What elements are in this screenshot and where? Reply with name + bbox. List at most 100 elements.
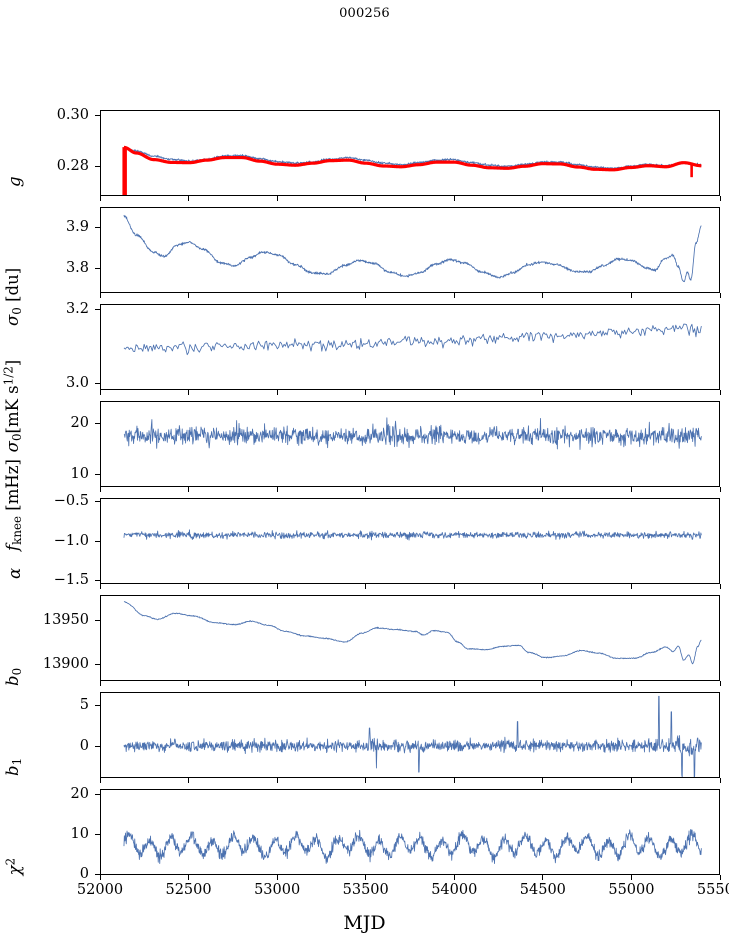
- data-line-fknee: [123, 417, 702, 450]
- ytick-b0-1: 13900: [42, 655, 89, 672]
- ylabel-sigma0-mks: σ0[mK s1/2]: [1, 359, 24, 453]
- ytick-b0-0: 13950: [42, 612, 89, 629]
- xtickmark-chi2-6: [630, 875, 633, 880]
- ylabel-g: g: [5, 176, 24, 187]
- xtick-label-3: 53500: [342, 882, 389, 898]
- xtickmark-sigma0_mks-5: [542, 390, 544, 395]
- ytickmark-sigma0_mks-1: [95, 383, 100, 385]
- xtickmark-chi2-3: [365, 875, 367, 880]
- xtickmark-sigma0_du-3: [365, 293, 367, 298]
- xtickmark-b1-6: [630, 778, 633, 783]
- ytick-sigma0_du-0: 3.9: [65, 218, 89, 235]
- xtickmark-b0-6: [630, 681, 633, 686]
- data-line-b1: [123, 695, 702, 777]
- ytickmark-b0-0: [95, 620, 100, 622]
- ytickmark-fknee-0: [95, 423, 100, 425]
- xtickmark-sigma0_mks-4: [453, 390, 455, 395]
- ytick-chi2-2: 0: [79, 866, 89, 882]
- ytickmark-alpha-1: [95, 540, 100, 542]
- ytickmark-sigma0_du-0: [95, 226, 100, 228]
- ytick-g-0: 0.30: [56, 106, 89, 123]
- xtickmark-sigma0_du-1: [188, 293, 190, 298]
- plot-panel-sigma0_du: [100, 207, 720, 293]
- xtickmark-g-4: [453, 196, 455, 201]
- ytickmark-alpha-2: [95, 579, 100, 581]
- xtickmark-alpha-1: [188, 584, 190, 589]
- xtickmark-g-6: [630, 196, 633, 201]
- xtickmark-fknee-3: [365, 487, 367, 492]
- ytick-fknee-1: 10: [70, 465, 89, 482]
- xtickmark-g-1: [188, 196, 190, 201]
- xtickmark-sigma0_du-0: [99, 293, 101, 298]
- xtickmark-chi2-5: [542, 875, 544, 880]
- xtickmark-b0-1: [188, 681, 190, 686]
- data-line-alpha: [123, 529, 702, 541]
- ytick-chi2-0: 20: [70, 786, 89, 802]
- xtickmark-b0-7: [719, 681, 721, 686]
- data-line-sigma0_du: [123, 214, 702, 283]
- xtickmark-alpha-2: [276, 584, 278, 589]
- model-line-g: [122, 145, 703, 172]
- ytickmark-b1-0: [95, 705, 100, 707]
- xtick-label-7: 55500: [696, 882, 729, 898]
- data-line-b0: [123, 601, 702, 665]
- xtickmark-fknee-1: [188, 487, 190, 492]
- ytick-sigma0_mks-1: 3.0: [65, 375, 89, 392]
- xtickmark-sigma0_mks-2: [276, 390, 278, 395]
- xtickmark-fknee-7: [719, 487, 721, 492]
- xtickmark-chi2-1: [188, 875, 190, 880]
- ytick-g-1: 0.28: [56, 157, 89, 174]
- xtickmark-b0-0: [99, 681, 101, 686]
- xtickmark-fknee-6: [630, 487, 633, 492]
- ytick-chi2-1: 10: [70, 826, 89, 842]
- ytickmark-b0-1: [95, 663, 100, 665]
- xtickmark-sigma0_mks-1: [188, 390, 190, 395]
- xtickmark-b0-2: [276, 681, 278, 686]
- ytickmark-fknee-1: [95, 473, 100, 475]
- xtickmark-sigma0_du-2: [276, 293, 278, 298]
- ytickmark-b1-1: [95, 746, 100, 748]
- ytick-sigma0_du-1: 3.8: [65, 260, 89, 276]
- ytickmark-g-0: [95, 114, 100, 116]
- ytick-b1-1: 0: [79, 738, 89, 754]
- xtickmark-b1-7: [719, 778, 721, 783]
- xtickmark-sigma0_du-7: [719, 293, 721, 298]
- xtick-label-4: 54000: [431, 882, 478, 898]
- xtickmark-g-0: [99, 196, 101, 201]
- plot-panel-b1: [100, 692, 720, 778]
- ytick-alpha-0: −0.5: [53, 493, 89, 510]
- ytickmark-sigma0_mks-0: [95, 309, 100, 311]
- plot-panel-fknee: [100, 401, 720, 487]
- xtick-label-1: 52500: [165, 882, 212, 898]
- xtickmark-alpha-4: [453, 584, 455, 589]
- xtickmark-g-3: [365, 196, 367, 201]
- xtickmark-sigma0_du-6: [630, 293, 633, 298]
- xtick-label-2: 53000: [254, 882, 301, 898]
- plot-panel-b0: [100, 595, 720, 681]
- xtickmark-b1-0: [99, 778, 101, 783]
- xtick-label-5: 54500: [519, 882, 566, 898]
- xtickmark-chi2-7: [719, 875, 721, 880]
- xtickmark-b1-4: [453, 778, 455, 783]
- xtick-label-0: 52000: [76, 882, 124, 898]
- xtickmark-b1-5: [542, 778, 544, 783]
- xtickmark-chi2-4: [453, 875, 455, 880]
- ylabel-b1: b1: [3, 757, 24, 776]
- plot-panel-sigma0_mks: [100, 304, 720, 390]
- ytick-alpha-1: −1.0: [53, 532, 89, 549]
- xtickmark-sigma0_mks-0: [99, 390, 101, 395]
- ytickmark-chi2-0: [95, 794, 100, 796]
- xtickmark-chi2-0: [99, 875, 101, 880]
- xlabel-mjd: MJD: [343, 912, 386, 934]
- xtickmark-g-2: [276, 196, 278, 201]
- xtickmark-fknee-4: [453, 487, 455, 492]
- xtickmark-alpha-6: [630, 584, 633, 589]
- xtickmark-b1-2: [276, 778, 278, 783]
- ytickmark-alpha-0: [95, 501, 100, 503]
- ytick-fknee-0: 20: [70, 415, 89, 432]
- xtickmark-sigma0_mks-6: [630, 390, 633, 395]
- xtickmark-alpha-7: [719, 584, 721, 589]
- ytick-sigma0_mks-0: 3.2: [65, 301, 89, 318]
- xtickmark-b0-5: [542, 681, 544, 686]
